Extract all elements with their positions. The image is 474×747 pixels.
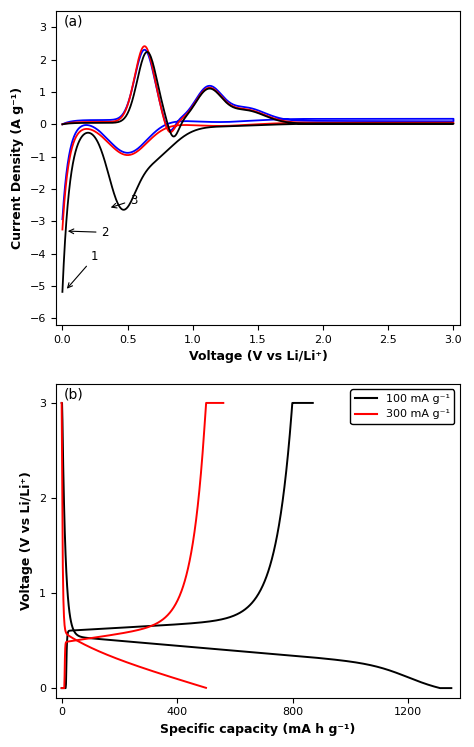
Y-axis label: Current Density (A g⁻¹): Current Density (A g⁻¹) (11, 87, 24, 249)
Text: (a): (a) (64, 14, 83, 28)
Text: 2: 2 (69, 226, 109, 239)
Text: 1: 1 (68, 250, 99, 288)
X-axis label: Voltage (V vs Li/Li⁺): Voltage (V vs Li/Li⁺) (189, 350, 328, 363)
Text: 3: 3 (112, 193, 137, 208)
Text: (b): (b) (64, 387, 84, 401)
Legend: 100 mA g⁻¹, 300 mA g⁻¹: 100 mA g⁻¹, 300 mA g⁻¹ (350, 389, 455, 424)
Y-axis label: Voltage (V vs Li/Li⁺): Voltage (V vs Li/Li⁺) (20, 471, 34, 610)
X-axis label: Specific capacity (mA h g⁻¹): Specific capacity (mA h g⁻¹) (160, 723, 356, 736)
